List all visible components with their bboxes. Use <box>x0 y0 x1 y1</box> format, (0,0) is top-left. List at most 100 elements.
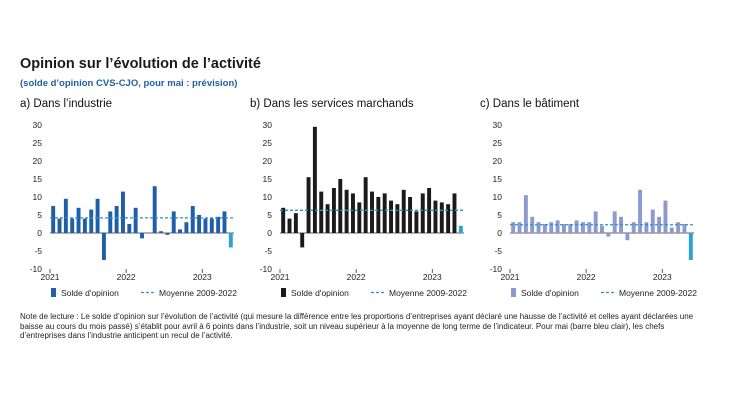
y-tick-label: 10 <box>33 192 43 202</box>
y-tick-label: 30 <box>493 120 503 130</box>
data-bar <box>222 211 227 233</box>
legend-swatch <box>281 288 286 297</box>
data-bar <box>600 225 604 233</box>
data-bar <box>101 233 106 260</box>
y-tick-label: 25 <box>263 138 273 148</box>
data-bar <box>669 227 674 233</box>
data-bar <box>197 215 202 233</box>
chart-title: Opinion sur l’évolution de l’activité <box>20 56 261 72</box>
y-tick-label: -5 <box>34 246 42 256</box>
data-bar <box>300 233 305 248</box>
legend-swatch <box>51 288 56 297</box>
data-bar <box>216 216 221 233</box>
data-bar <box>439 202 444 233</box>
data-bar <box>351 193 355 233</box>
data-bar <box>209 218 214 233</box>
y-tick-label: 0 <box>37 228 42 238</box>
chart-subtitle: (solde d’opinion CVS-CJO, pour mai : pré… <box>20 78 238 89</box>
data-bar <box>517 222 522 233</box>
x-tick-label: 2021 <box>271 272 290 282</box>
data-bar <box>357 202 362 233</box>
data-bar <box>574 220 579 233</box>
data-bar <box>427 188 432 233</box>
data-bar <box>281 207 286 233</box>
data-bar <box>312 126 317 233</box>
y-tick-label: 10 <box>263 192 273 202</box>
legend-label-average: Moyenne 2009-2022 <box>619 288 697 298</box>
data-bar <box>203 218 208 233</box>
legend-swatch <box>511 288 516 297</box>
data-bar <box>376 197 381 233</box>
data-bar <box>159 231 163 233</box>
y-tick-label: 20 <box>33 156 43 166</box>
y-tick-label: 5 <box>37 210 42 220</box>
y-tick-label: 20 <box>263 156 273 166</box>
data-bar <box>612 211 617 233</box>
chart-panel-construction: c) Dans le bâtiment -10 -5 0 5 10 15 20 25 30 2021… <box>480 98 697 298</box>
data-bar <box>127 224 132 233</box>
data-bar <box>344 189 349 233</box>
data-bar <box>682 224 687 233</box>
data-bar <box>638 189 643 233</box>
data-bar <box>114 206 119 233</box>
data-bar <box>389 200 393 233</box>
data-bar <box>95 198 100 233</box>
data-bar <box>146 233 151 234</box>
data-bar <box>561 224 566 233</box>
data-bar <box>108 211 113 233</box>
x-tick-label: 2023 <box>653 272 672 282</box>
data-bar <box>631 222 636 233</box>
legend-label-series: Solde d'opinion <box>291 288 349 298</box>
y-tick-label: 15 <box>493 174 503 184</box>
data-bar <box>433 200 438 233</box>
data-bar <box>555 220 560 233</box>
reading-note: Note de lecture : Le solde d’opinion sur… <box>20 312 694 340</box>
x-tick-label: 2023 <box>193 272 212 282</box>
data-bar <box>165 233 170 235</box>
y-tick-label: 5 <box>267 210 272 220</box>
data-bar <box>420 193 425 233</box>
data-bar <box>511 222 516 233</box>
data-bar <box>76 207 81 233</box>
data-bar <box>382 193 387 233</box>
data-bar <box>446 204 451 233</box>
data-bar <box>306 177 311 233</box>
y-tick-label: 0 <box>497 228 502 238</box>
forecast-bar <box>458 225 463 233</box>
legend-label-series: Solde d'opinion <box>521 288 579 298</box>
y-tick-label: -10 <box>30 264 43 274</box>
y-tick-label: -5 <box>264 246 272 256</box>
y-tick-label: -5 <box>494 246 502 256</box>
forecast-bar <box>688 233 693 260</box>
data-bar <box>140 233 144 239</box>
data-bar <box>331 188 336 233</box>
data-bar <box>338 179 343 233</box>
data-bar <box>293 213 298 233</box>
y-tick-label: 20 <box>493 156 503 166</box>
data-bar <box>319 191 324 233</box>
data-bar <box>606 233 611 237</box>
y-tick-label: 25 <box>493 138 503 148</box>
y-tick-label: 15 <box>263 174 273 184</box>
y-tick-label: 0 <box>267 228 272 238</box>
data-bar <box>452 193 457 233</box>
data-bar <box>414 211 419 233</box>
data-bar <box>178 229 183 233</box>
panel-title: b) Dans les services marchands <box>250 98 414 110</box>
data-bar <box>152 186 157 233</box>
data-bar <box>190 206 195 233</box>
y-tick-label: 30 <box>33 120 43 130</box>
data-bar <box>644 222 649 233</box>
data-bar <box>287 218 292 233</box>
x-tick-label: 2022 <box>117 272 136 282</box>
data-bar <box>625 233 630 241</box>
x-tick-label: 2023 <box>423 272 442 282</box>
data-bar <box>568 224 573 233</box>
chart-panel-services: b) Dans les services marchands -10 -5 0 5 10 1… <box>250 98 467 298</box>
data-bar <box>63 198 68 233</box>
data-bar <box>536 222 541 233</box>
x-tick-label: 2021 <box>501 272 520 282</box>
y-tick-label: -10 <box>260 264 273 274</box>
data-bar <box>593 211 598 233</box>
data-bar <box>325 204 330 233</box>
